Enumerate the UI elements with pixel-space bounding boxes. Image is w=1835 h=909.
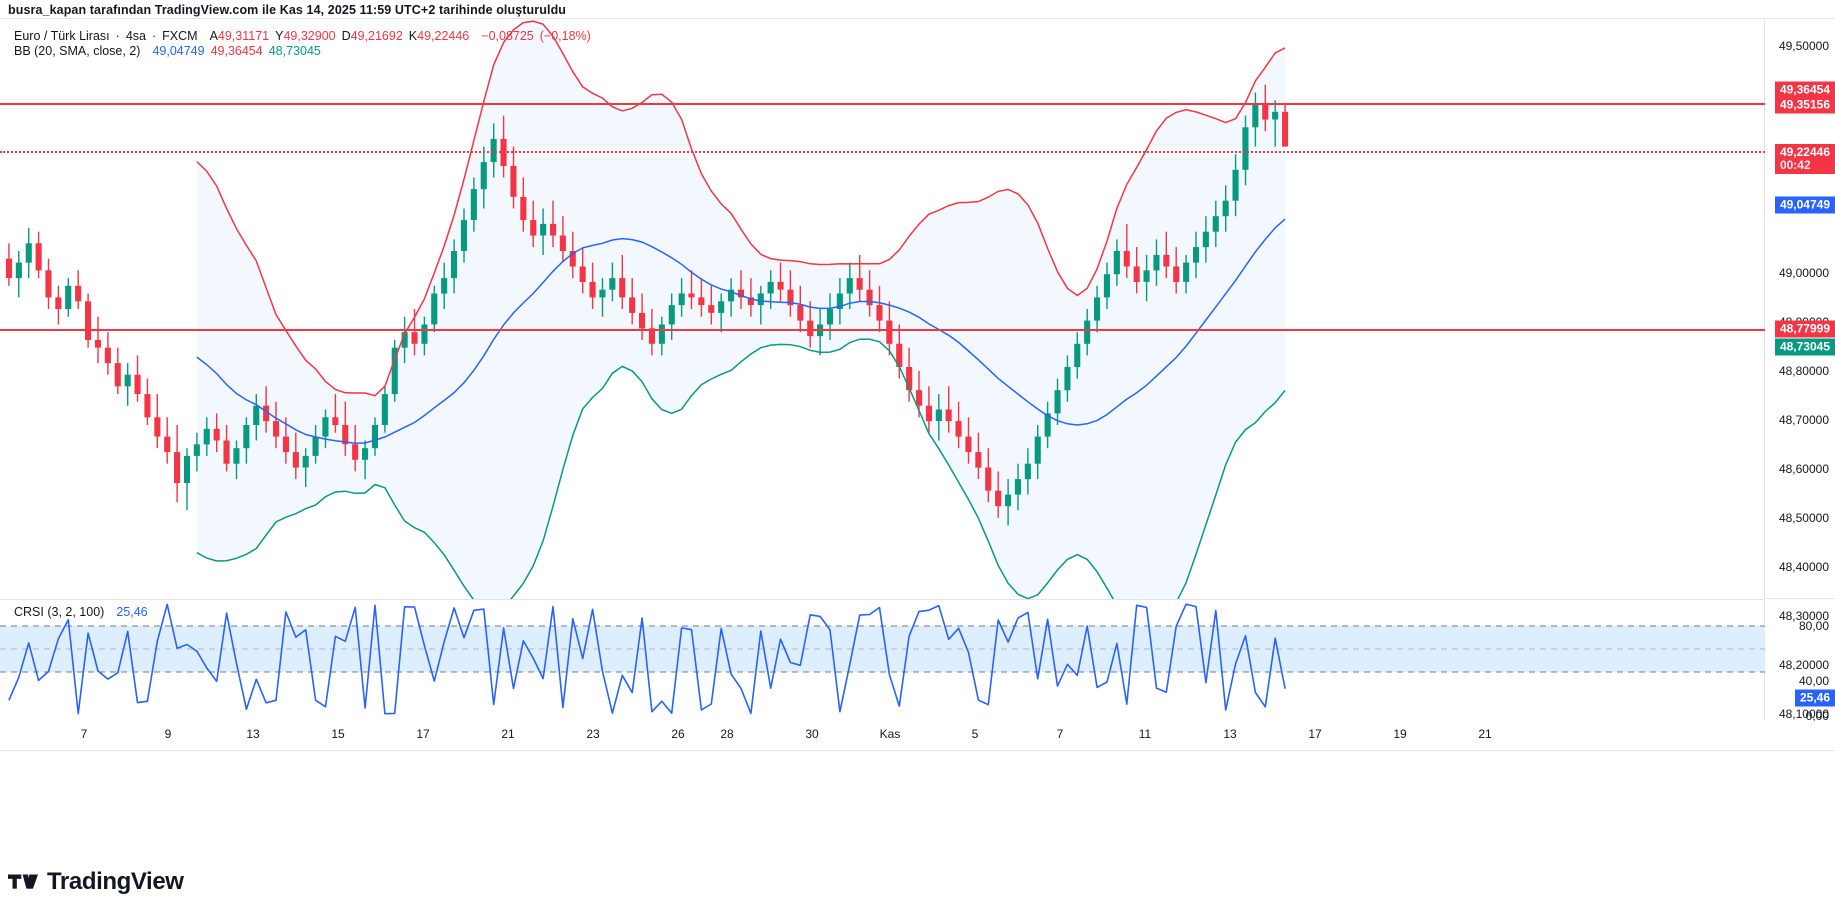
last-price-badge-value: 49,22446 bbox=[1779, 145, 1830, 159]
bb-basis-badge[interactable]: 49,04749 bbox=[1774, 196, 1835, 214]
tradingview-wordmark: TradingView bbox=[47, 868, 184, 895]
resistance-badge[interactable]: 49,35156 bbox=[1774, 96, 1835, 114]
ohlc-change-pct: (−0,18%) bbox=[539, 29, 591, 43]
time-tick-4: 17 bbox=[416, 727, 430, 741]
price-tick-9: 48,60000 bbox=[1778, 462, 1829, 476]
price-tick-8: 48,70000 bbox=[1778, 413, 1829, 427]
last-price-badge[interactable]: 49,22446 00:42 bbox=[1774, 144, 1835, 174]
attribution-text: busra_kapan tarafından TradingView.com i… bbox=[8, 3, 567, 17]
crsi-tick-2: 0,00 bbox=[1805, 709, 1829, 723]
symbol-legend[interactable]: Euro / Türk Lirası · 4sa · FXCM A49,31171 Y49,… bbox=[14, 29, 591, 44]
crsi-title: CRSI (3, 2, 100) bbox=[14, 605, 105, 619]
bb-lower-badge-value: 48,73045 bbox=[1779, 339, 1830, 354]
crsi-tick-0: 80,00 bbox=[1798, 619, 1829, 633]
crsi-value-badge[interactable]: 25,46 bbox=[1794, 689, 1835, 707]
ohlc-open-value: 49,31171 bbox=[217, 29, 270, 43]
price-tick-0: 49,50000 bbox=[1778, 39, 1829, 53]
time-tick-6: 23 bbox=[586, 727, 600, 741]
crsi-indicator-pane[interactable] bbox=[0, 600, 1765, 721]
legend-interval: 4sa bbox=[125, 29, 146, 43]
time-tick-14: 13 bbox=[1223, 727, 1237, 741]
pane-divider bbox=[0, 599, 1765, 600]
crsi-tick-1: 40,00 bbox=[1798, 674, 1829, 688]
price-tick-14: 48,10000 bbox=[1778, 707, 1829, 721]
time-tick-8: 28 bbox=[720, 727, 734, 741]
support-badge-value: 48,77999 bbox=[1779, 321, 1830, 336]
ohlc-low-label: D bbox=[341, 29, 351, 43]
time-tick-13: 11 bbox=[1138, 727, 1152, 741]
time-tick-2: 13 bbox=[246, 727, 260, 741]
support-badge[interactable]: 48,77999 bbox=[1774, 320, 1835, 338]
crsi-value: 25,46 bbox=[116, 605, 148, 619]
candlestick-series bbox=[5, 20, 1289, 599]
time-tick-1: 9 bbox=[164, 727, 172, 741]
bb-title: BB (20, SMA, close, 2) bbox=[14, 44, 141, 58]
time-tick-5: 21 bbox=[501, 727, 515, 741]
price-tick-7: 48,80000 bbox=[1778, 364, 1829, 378]
crsi-line-series bbox=[0, 603, 1765, 715]
price-tick-11: 48,40000 bbox=[1778, 560, 1829, 574]
bb-upper-value: 49,36454 bbox=[210, 44, 263, 58]
price-tick-10: 48,50000 bbox=[1778, 511, 1829, 525]
bb-basis-badge-value: 49,04749 bbox=[1779, 197, 1830, 212]
ohlc-high-value: 49,32900 bbox=[283, 29, 336, 43]
time-tick-17: 21 bbox=[1478, 727, 1492, 741]
price-tick-13: 48,20000 bbox=[1778, 658, 1829, 672]
time-tick-11: 5 bbox=[971, 727, 979, 741]
price-tick-12: 48,30000 bbox=[1778, 609, 1829, 623]
support-line[interactable] bbox=[0, 329, 1765, 331]
ohlc-high-label: Y bbox=[275, 29, 284, 43]
ohlc-close-label: K bbox=[408, 29, 418, 43]
time-tick-3: 15 bbox=[331, 727, 345, 741]
time-tick-7: 26 bbox=[671, 727, 685, 741]
legend-exchange: FXCM bbox=[162, 29, 198, 43]
price-tick-5: 49,00000 bbox=[1778, 266, 1829, 280]
tradingview-logo-icon bbox=[8, 874, 38, 889]
tradingview-footer: TradingView bbox=[8, 862, 184, 902]
time-tick-16: 19 bbox=[1393, 727, 1407, 741]
bb-upper-badge-value: 49,36454 bbox=[1779, 82, 1830, 97]
ohlc-close-value: 49,22446 bbox=[417, 29, 470, 43]
last-price-badge-countdown: 00:42 bbox=[1779, 158, 1811, 172]
axis-pane-divider bbox=[1766, 598, 1835, 599]
ohlc-change: −0,08725 bbox=[481, 29, 534, 43]
resistance-badge-value: 49,35156 bbox=[1779, 97, 1830, 112]
time-tick-15: 17 bbox=[1308, 727, 1322, 741]
legend-sep-2: · bbox=[151, 29, 157, 43]
main-price-pane[interactable] bbox=[0, 19, 1765, 599]
bb-upper-badge[interactable]: 49,36454 bbox=[1774, 81, 1835, 99]
time-tick-0: 7 bbox=[80, 727, 88, 741]
bollinger-bands-legend[interactable]: BB (20, SMA, close, 2) 49,04749 49,36454 48… bbox=[14, 44, 321, 59]
price-axis[interactable]: 49,5000049,3000049,1000049,0000048,90000… bbox=[1766, 18, 1835, 723]
legend-sep-1: · bbox=[115, 29, 120, 43]
bb-lower-value: 48,73045 bbox=[268, 44, 321, 58]
chart-frame bbox=[0, 18, 1765, 720]
crsi-legend[interactable]: CRSI (3, 2, 100) 25,46 bbox=[14, 605, 148, 620]
time-tick-12: 7 bbox=[1056, 727, 1064, 741]
time-tick-10: Kas bbox=[879, 727, 901, 741]
time-tick-9: 30 bbox=[805, 727, 819, 741]
time-axis[interactable]: 7 9 13 15 17 21 23 26 28 30 Kas 5 7 11 13 17 19 21 bbox=[0, 721, 1835, 751]
resistance-line[interactable] bbox=[0, 103, 1765, 105]
ohlc-low-value: 49,21692 bbox=[350, 29, 403, 43]
bb-basis-value: 49,04749 bbox=[152, 44, 205, 58]
legend-symbol: Euro / Türk Lirası bbox=[14, 29, 110, 43]
ohlc-open-label: A bbox=[209, 29, 218, 43]
last-price-line bbox=[0, 151, 1765, 153]
bb-lower-badge[interactable]: 48,73045 bbox=[1774, 338, 1835, 356]
